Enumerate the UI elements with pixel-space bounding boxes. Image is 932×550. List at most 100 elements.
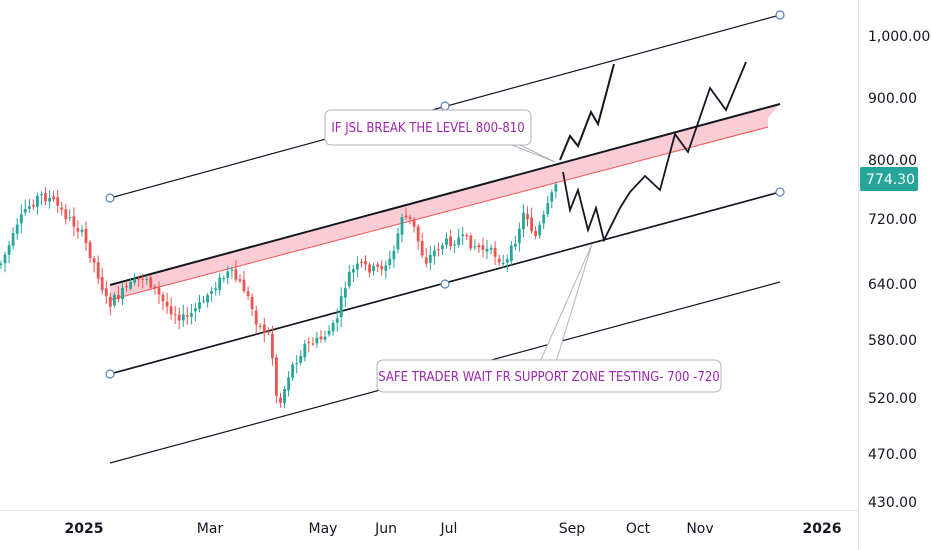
candle-up [554, 184, 558, 192]
candle-down [161, 294, 165, 302]
candle-up [226, 271, 230, 278]
candle-up [36, 195, 39, 207]
candle-up [327, 330, 331, 335]
time-tick-label: 2025 [65, 521, 104, 537]
candle-down [32, 204, 35, 207]
candle-up [396, 233, 400, 250]
candle-up [522, 212, 525, 230]
channel-handles[interactable] [105, 10, 785, 379]
candle-up [68, 217, 72, 219]
candle-down [44, 193, 47, 202]
projection-pullback[interactable] [562, 61, 747, 243]
candle-down [404, 215, 408, 218]
candlestick-series[interactable] [0, 181, 558, 409]
handle-lower-mid[interactable] [440, 279, 450, 289]
annotation-upper-text: IF JSL BREAK THE LEVEL 800-810 [331, 121, 524, 136]
candle-down [169, 306, 173, 315]
annotation-upper[interactable]: IF JSL BREAK THE LEVEL 800-810 [324, 109, 556, 163]
candle-down [271, 333, 274, 359]
time-axis[interactable]: 2025 Mar May Jun Jul Sep Oct Nov 2026 [65, 521, 842, 537]
last-price-badge-bg [860, 167, 918, 191]
candle-down [469, 235, 473, 249]
candle-up [210, 291, 213, 294]
candle-up [356, 263, 359, 270]
candle-down [258, 325, 262, 327]
candle-up [485, 248, 489, 252]
price-axis[interactable]: 1,000.00 900.00 800.00 720.00 640.00 580.00 52… [868, 29, 930, 511]
handle-upper-right[interactable] [775, 10, 785, 20]
candle-down [76, 228, 80, 232]
time-tick-label: Mar [197, 521, 224, 537]
projection-bullish-breakout[interactable] [559, 63, 615, 161]
candle-up [287, 377, 290, 391]
candle-down [279, 397, 282, 403]
annotation-lower[interactable]: SAFE TRADER WAIT FR SUPPORT ZONE TESTING… [376, 243, 722, 393]
handle-lower-right[interactable] [775, 187, 785, 197]
handle-upper-mid[interactable] [440, 101, 450, 111]
candle-up [352, 269, 355, 273]
candle-up [48, 198, 51, 202]
candle-up [214, 288, 218, 291]
candle-up [133, 278, 136, 283]
annotation-upper-pointer [511, 144, 556, 163]
candle-down [250, 296, 254, 309]
candle-down [408, 216, 412, 219]
candle-down [56, 197, 60, 206]
time-tick-label: Jul [440, 521, 458, 537]
candle-up [392, 251, 396, 260]
candle-up [461, 234, 465, 236]
time-tick-label: Oct [626, 521, 651, 537]
candle-up [0, 263, 3, 265]
candle-down [177, 314, 181, 321]
candle-up [550, 192, 554, 202]
candle-down [238, 279, 242, 282]
resistance-zone-lower-edge [109, 126, 769, 301]
candle-up [7, 245, 11, 255]
candle-up [542, 214, 546, 224]
annotation-upper-box[interactable] [324, 109, 532, 146]
candle-down [108, 297, 112, 307]
price-tick-label: 520.00 [868, 391, 917, 407]
handle-upper-left[interactable] [105, 193, 115, 203]
candle-up [514, 243, 517, 247]
candle-up [295, 363, 299, 365]
candle-down [424, 257, 428, 264]
candle-down [416, 226, 420, 242]
channel-middle-line[interactable] [109, 103, 781, 286]
candle-down [477, 245, 481, 248]
candle-down [534, 231, 537, 236]
candle-up [190, 313, 193, 317]
resistance-zone[interactable] [110, 104, 780, 300]
candle-up [80, 229, 84, 232]
candle-down [412, 219, 416, 227]
candle-up [323, 336, 327, 340]
candle-up [129, 282, 132, 289]
candle-down [311, 343, 315, 345]
annotation-lower-box[interactable] [376, 359, 722, 393]
candle-down [376, 264, 380, 267]
candle-up [222, 278, 226, 280]
candle-up [3, 254, 7, 264]
candle-down [125, 286, 128, 288]
candle-down [493, 247, 497, 257]
price-tick-label: 800.00 [868, 153, 917, 169]
candle-down [530, 217, 533, 232]
candle-down [96, 262, 100, 279]
candle-down [437, 249, 440, 251]
candle-up [331, 322, 335, 332]
annotation-lower-pointer [539, 243, 593, 363]
time-tick-label: Sep [559, 521, 586, 537]
candle-down [185, 315, 189, 317]
candle-down [149, 277, 153, 288]
price-tick-label: 470.00 [868, 447, 917, 463]
candle-up [28, 206, 31, 209]
candle-down [100, 277, 104, 291]
handle-lower-left[interactable] [105, 369, 115, 379]
candle-down [173, 314, 177, 316]
candle-up [40, 194, 43, 196]
candle-down [368, 264, 371, 273]
candle-down [117, 294, 120, 300]
candle-down [262, 324, 266, 333]
candle-down [234, 269, 238, 280]
